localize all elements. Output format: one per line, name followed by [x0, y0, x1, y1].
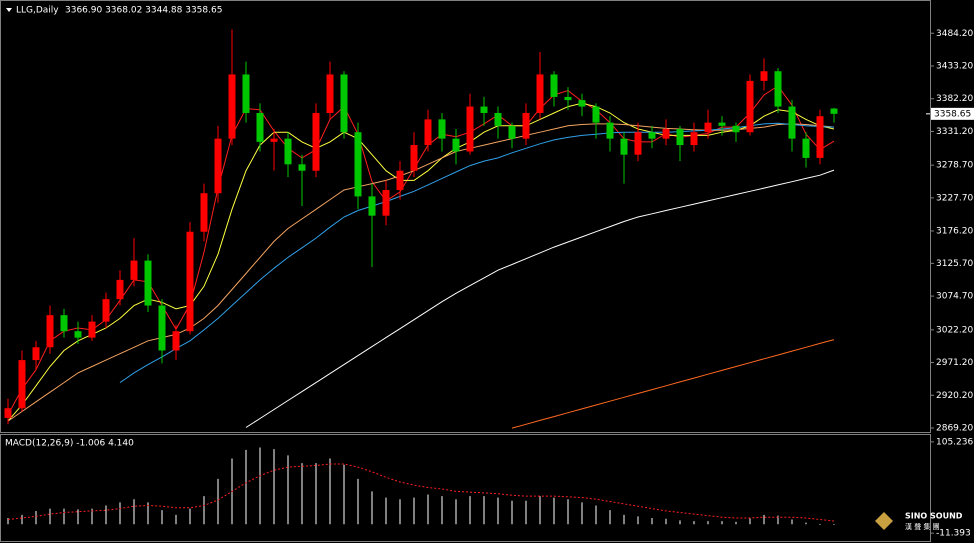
candle-body: [354, 132, 362, 197]
chart-subtitle: 3366.90 3368.02 3344.88 3358.65: [65, 6, 222, 16]
candle-body: [816, 116, 824, 158]
main-panel-frame: [0, 0, 931, 433]
y-tick-label: 3125.70: [936, 259, 973, 269]
last-price-box: [931, 107, 974, 120]
logo: SINO SOUND 漢 聲 集 團: [875, 512, 963, 531]
candle-body: [214, 138, 222, 194]
candle-body: [200, 193, 208, 232]
candle-body: [494, 112, 502, 126]
candle-body: [396, 170, 404, 191]
candle-body: [438, 119, 446, 139]
candle-body: [46, 315, 54, 348]
logo-icon: [875, 512, 893, 530]
candle-body: [704, 122, 712, 133]
candle-body: [340, 74, 348, 133]
candle-body: [74, 331, 82, 338]
y-tick-label: 3484.20: [936, 29, 973, 39]
candle-body: [802, 138, 810, 158]
candle-body: [326, 74, 334, 113]
candle-body: [522, 112, 530, 139]
y-tick-label: 3227.70: [936, 193, 973, 203]
candle-body: [382, 190, 390, 216]
candle-body: [592, 106, 600, 123]
macd-title: MACD(12,26,9) -1.006 4.140: [5, 439, 134, 449]
logo-name: SINO SOUND: [905, 512, 963, 521]
candle-body: [298, 164, 306, 171]
moving-average-line: [7, 123, 835, 422]
logo-subtitle: 漢 聲 集 團: [905, 522, 940, 531]
candle-body: [270, 138, 278, 142]
candle-body: [158, 305, 166, 351]
candle-body: [88, 321, 96, 338]
candle-body: [480, 106, 488, 113]
candle-body: [662, 129, 670, 139]
moving-average-line: [511, 339, 835, 429]
candle-body: [732, 125, 740, 133]
candle-body: [186, 231, 194, 332]
candle-body: [228, 74, 236, 139]
candle-body: [536, 74, 544, 113]
y-tick-label: -11.393: [936, 529, 971, 539]
candle-body: [242, 74, 250, 113]
candle-body: [368, 196, 376, 216]
menu-arrow: [6, 8, 12, 12]
candle-body: [284, 138, 292, 165]
moving-average-line: [245, 169, 835, 428]
y-tick-label: 3278.70: [936, 161, 973, 171]
candle-body: [102, 299, 110, 322]
candle-body: [690, 132, 698, 146]
candle-body: [452, 138, 460, 152]
candle-body: [144, 260, 152, 306]
y-tick-label: 2869.20: [936, 424, 973, 434]
candle-body: [466, 106, 474, 152]
y-tick-label: 3074.70: [936, 292, 973, 302]
moving-average-line: [119, 122, 835, 384]
y-tick-label: 3022.20: [936, 325, 973, 335]
candle-body: [172, 331, 180, 351]
candle-body: [312, 112, 320, 171]
y-tick-label: 3382.20: [936, 94, 973, 104]
candle-body: [676, 129, 684, 146]
candle-body: [648, 132, 656, 139]
candle-body: [60, 315, 68, 332]
candle-body: [620, 138, 628, 155]
candle-body: [32, 347, 40, 361]
y-tick-label: 3433.20: [936, 61, 973, 71]
candle-body: [578, 100, 586, 107]
y-tick-label: 2920.20: [936, 391, 973, 401]
candle-body: [564, 96, 572, 101]
last-price-label: 3358.65: [934, 109, 971, 119]
y-tick-label: 2971.20: [936, 358, 973, 368]
candle-body: [830, 108, 838, 114]
candle-body: [424, 119, 432, 146]
candle-body: [746, 80, 754, 133]
candle-body: [550, 74, 558, 97]
candle-body: [606, 122, 614, 139]
y-tick-label: 3176.20: [936, 226, 973, 236]
candle-body: [18, 360, 26, 409]
candle-body: [116, 279, 124, 300]
chart-title: LLG,Daily: [16, 6, 59, 16]
candle-body: [508, 125, 516, 139]
candle-body: [718, 122, 726, 126]
candle-body: [760, 71, 768, 81]
candle-body: [256, 112, 264, 142]
candle-body: [788, 106, 796, 139]
candle-body: [130, 260, 138, 280]
candle-body: [634, 132, 642, 155]
macd-panel-frame: [0, 434, 931, 542]
candle-body: [4, 408, 12, 418]
y-tick-label: 105.236: [936, 437, 973, 447]
candle-body: [410, 145, 418, 171]
candle-body: [774, 71, 782, 107]
y-tick-label: 3331.20: [936, 127, 973, 137]
